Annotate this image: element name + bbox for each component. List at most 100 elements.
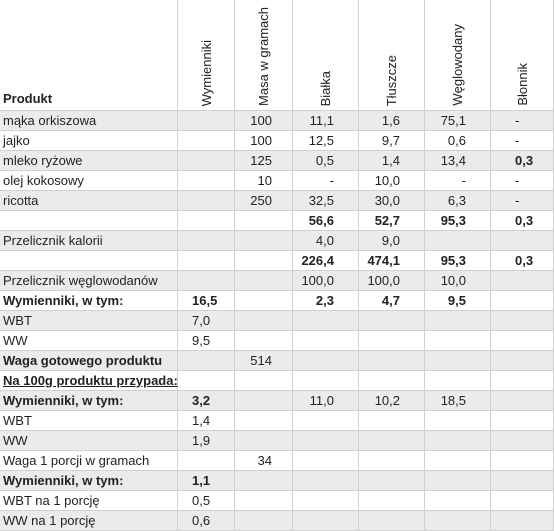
table-cell [178,451,235,471]
table-cell: Przelicznik węglowodanów [0,271,178,291]
table-cell: 1,4 [178,411,235,431]
header-cell: Błonnik [491,0,554,111]
table-cell [491,311,554,331]
table-cell: 56,6 [293,211,359,231]
table-cell [293,371,359,391]
table-cell: 6,3 [425,191,491,211]
header-cell: Węglowodany [425,0,491,111]
header-cell: Masa w gramach [235,0,293,111]
table-cell: 100,0 [293,271,359,291]
table-cell: olej kokosowy [0,171,178,191]
table-cell: 34 [235,451,293,471]
table-cell: 125 [235,151,293,171]
header-text: Tłuszcze [384,54,399,106]
header-text: Wymienniki [198,39,214,106]
table-cell [425,451,491,471]
table-cell [425,231,491,251]
table-cell: jajko [0,131,178,151]
table-cell: 226,4 [293,251,359,271]
table-cell: Wymienniki, w tym: [0,391,178,411]
table-cell [293,331,359,351]
table-cell [235,211,293,231]
table-cell: 0,5 [293,151,359,171]
table-cell: 10,2 [359,391,425,411]
table-cell: 7,0 [178,311,235,331]
table-cell [491,491,554,511]
table-cell: 95,3 [425,211,491,231]
table-cell: WBT [0,311,178,331]
table-cell: 0,6 [178,511,235,531]
table-cell [359,331,425,351]
table-cell [359,491,425,511]
table-cell [425,411,491,431]
table-cell [491,331,554,351]
table-cell: Waga gotowego produktu [0,351,178,371]
table-cell: 30,0 [359,191,425,211]
table-cell: 10,0 [425,271,491,291]
table-cell [235,411,293,431]
table-cell [491,411,554,431]
table-cell: - [491,131,554,151]
table-cell [235,291,293,311]
table-cell [359,411,425,431]
table-cell: WW na 1 porcję [0,511,178,531]
table-cell: Wymienniki, w tym: [0,471,178,491]
table-cell [235,271,293,291]
table-cell [293,511,359,531]
table-cell: - [491,191,554,211]
table-cell [491,451,554,471]
table-cell: 0,3 [491,211,554,231]
table-cell [359,511,425,531]
table-cell: 10 [235,171,293,191]
table-cell: 0,6 [425,131,491,151]
table-cell [178,111,235,131]
table-cell: 2,3 [293,291,359,311]
table-cell: 100 [235,131,293,151]
table-cell [235,251,293,271]
table-cell: WBT na 1 porcję [0,491,178,511]
table-cell [425,471,491,491]
table-cell: WW [0,331,178,351]
table-cell: 11,0 [293,391,359,411]
table-cell [359,351,425,371]
table-cell [293,451,359,471]
table-cell: 1,6 [359,111,425,131]
table-cell: - [491,171,554,191]
table-cell [491,471,554,491]
table-cell: 9,0 [359,231,425,251]
table-cell: 18,5 [425,391,491,411]
table-cell: 3,2 [178,391,235,411]
table-cell [178,251,235,271]
table-cell [178,191,235,211]
table-cell [235,391,293,411]
header-text: Masa w gramach [256,7,271,106]
table-cell [235,311,293,331]
header-cell: Wymienniki [178,0,235,111]
table-cell [491,371,554,391]
header-text: Węglowodany [450,24,465,106]
table-cell: mąka orkiszowa [0,111,178,131]
table-cell: 16,5 [178,291,235,311]
table-cell [491,391,554,411]
table-cell [491,431,554,451]
table-cell: 474,1 [359,251,425,271]
table-cell [0,211,178,231]
table-cell [178,271,235,291]
table-cell: 100 [235,111,293,131]
table-cell: WBT [0,411,178,431]
table-cell: 95,3 [425,251,491,271]
table-cell: 9,5 [178,331,235,351]
header-text: Białka [318,70,333,106]
table-cell: mleko ryżowe [0,151,178,171]
table-cell [293,491,359,511]
table-cell: 9,7 [359,131,425,151]
table-cell: Wymienniki, w tym: [0,291,178,311]
header-cell: Białka [293,0,359,111]
header-cell: Tłuszcze [359,0,425,111]
table-cell: 32,5 [293,191,359,211]
table-cell: 11,1 [293,111,359,131]
table-cell [235,471,293,491]
table-cell: - [425,171,491,191]
table-cell: 4,7 [359,291,425,311]
table-cell [293,431,359,451]
